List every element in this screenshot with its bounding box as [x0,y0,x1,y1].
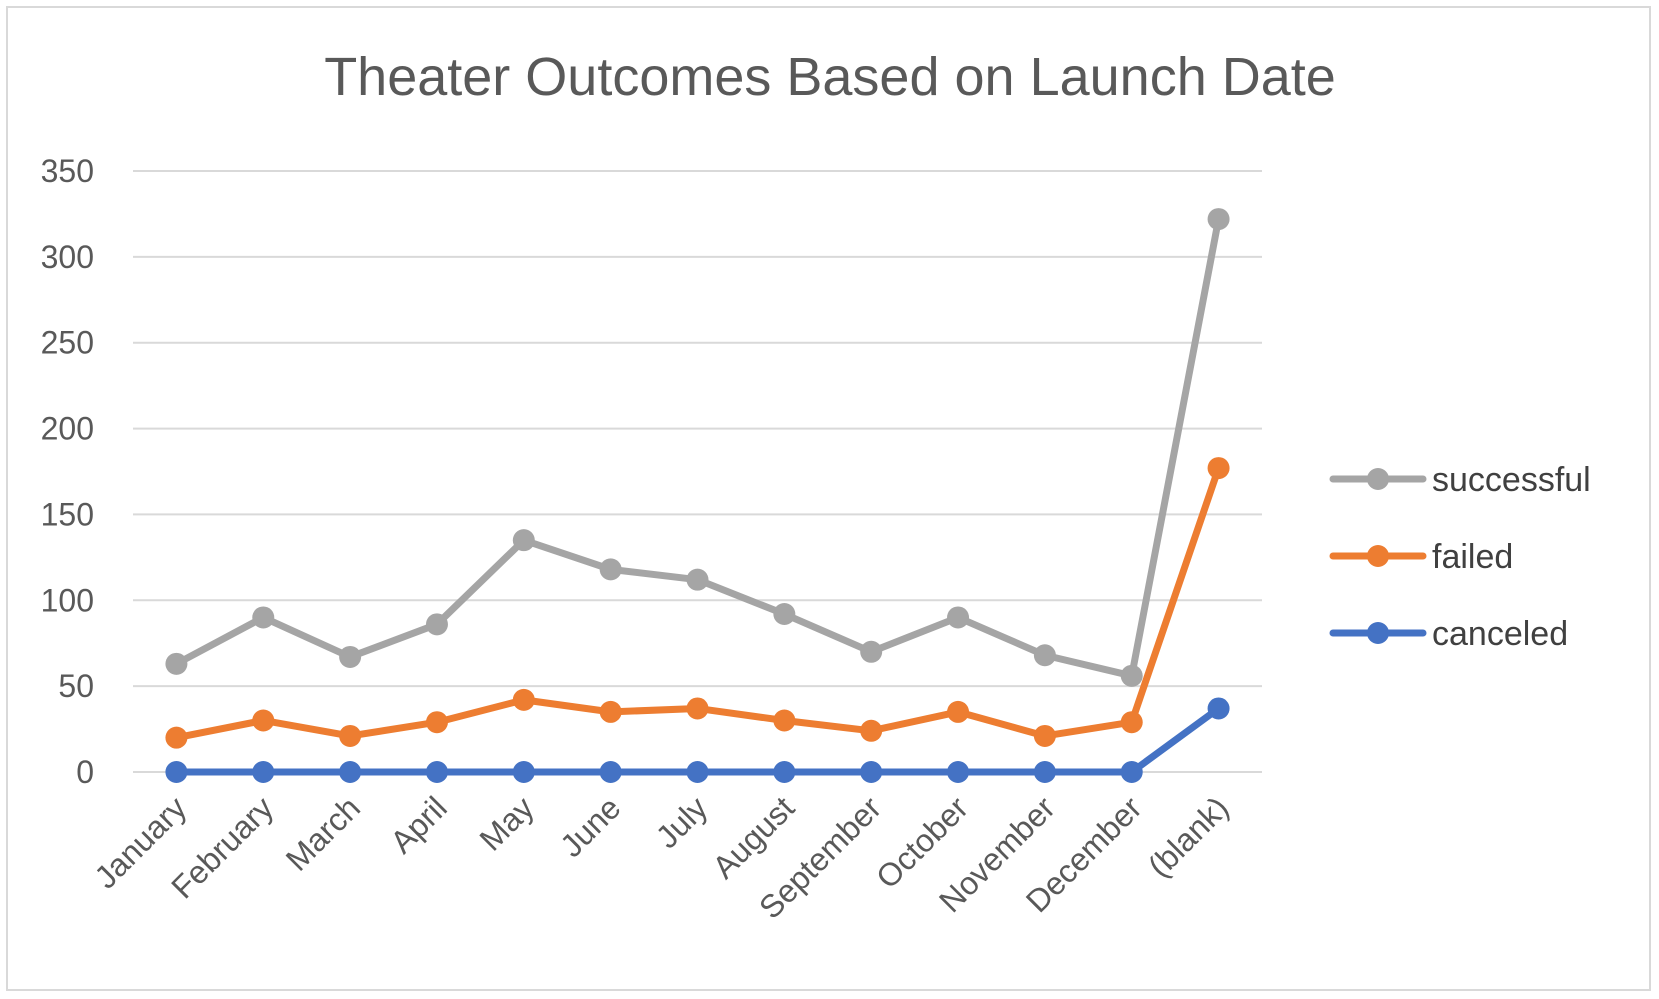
y-tick-label: 0 [76,754,94,790]
y-tick-label: 350 [41,153,94,189]
data-point-canceled [599,761,622,783]
data-point-successful [1033,644,1056,667]
data-point-failed [512,688,535,711]
data-point-successful [599,558,622,581]
legend-marker [1367,545,1389,567]
y-tick-label: 50 [58,668,94,704]
legend-label: successful [1432,461,1591,499]
data-point-successful [512,529,535,552]
data-point-successful [1207,208,1230,231]
legend-marker [1367,468,1389,490]
data-point-failed [252,709,275,732]
data-point-canceled [860,761,883,783]
y-tick-label: 200 [41,411,94,447]
data-point-successful [947,606,970,629]
series-successful [165,208,1230,687]
legend-label: failed [1432,538,1513,576]
series-lines [165,208,1230,783]
legend-label: canceled [1432,615,1568,653]
data-point-successful [252,606,275,629]
y-tick-label: 150 [41,496,94,532]
data-point-canceled [425,761,448,783]
legend-item-failed: failed [1329,538,1513,576]
x-tick-label: June [553,789,628,864]
data-point-successful [773,603,796,626]
data-point-failed [773,709,796,732]
legend-item-successful: successful [1329,461,1591,499]
y-tick-label: 250 [41,325,94,361]
legend-marker [1367,622,1389,644]
data-point-failed [339,724,362,747]
data-point-failed [686,697,709,720]
data-point-canceled [773,761,796,783]
data-point-canceled [252,761,275,783]
data-point-canceled [165,761,188,783]
data-point-successful [339,645,362,668]
data-point-canceled [1120,761,1143,783]
data-point-successful [860,640,883,663]
data-point-canceled [512,761,535,783]
data-point-successful [686,568,709,591]
x-tick-label: April [383,789,454,860]
legend-item-canceled: canceled [1329,615,1568,653]
y-axis-ticks: 0 50 100 150 200 250 300 350 [41,153,94,790]
series-line-successful [172,215,1223,680]
data-point-successful [1120,664,1143,687]
y-tick-label: 100 [41,582,94,618]
x-tick-label: July [649,789,715,855]
x-tick-label: May [473,789,541,857]
x-tick-label: March [279,789,367,877]
data-point-canceled [686,761,709,783]
data-point-successful [165,652,188,675]
data-point-canceled [1033,761,1056,783]
data-point-failed [860,719,883,742]
data-point-canceled [1207,697,1230,720]
y-tick-label: 300 [41,239,94,275]
data-point-failed [165,726,188,749]
data-point-failed [1120,711,1143,734]
data-point-canceled [947,761,970,783]
data-point-successful [425,613,448,636]
data-point-failed [425,711,448,734]
x-tick-label: (blank) [1141,789,1236,884]
series-failed [165,457,1230,749]
data-point-failed [1207,457,1230,480]
legend: successful failed canceled [1329,461,1591,653]
data-point-failed [599,700,622,723]
data-point-failed [947,700,970,723]
gridlines [133,170,1262,773]
series-line-failed [172,464,1223,742]
chart-title: Theater Outcomes Based on Launch Date [324,47,1336,107]
data-point-failed [1033,724,1056,747]
data-point-canceled [339,761,362,783]
series-canceled [165,697,1230,783]
